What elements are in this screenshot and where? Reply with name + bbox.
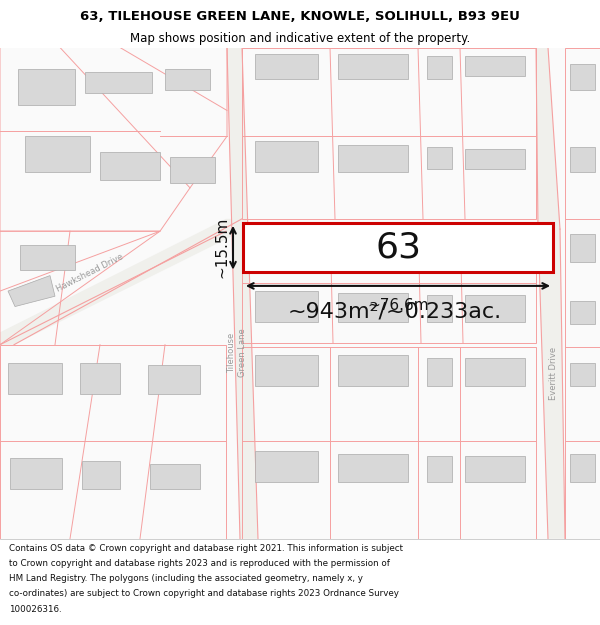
Polygon shape [427,295,452,322]
Polygon shape [570,234,595,262]
Polygon shape [338,231,408,262]
Polygon shape [150,464,200,489]
Text: ~76.6m: ~76.6m [367,298,429,313]
Polygon shape [8,363,62,394]
Polygon shape [148,366,200,394]
Polygon shape [85,72,152,93]
Polygon shape [465,456,525,482]
Polygon shape [8,276,55,306]
Polygon shape [338,454,408,482]
Text: ~15.5m: ~15.5m [214,217,229,278]
Polygon shape [427,147,452,169]
Polygon shape [465,56,525,76]
Text: Hawkshead Drive: Hawkshead Drive [55,252,125,293]
Polygon shape [255,231,318,262]
Polygon shape [427,234,452,262]
Text: Tilehouse
Green Lane: Tilehouse Green Lane [227,329,247,378]
Polygon shape [255,451,318,482]
Text: to Crown copyright and database rights 2023 and is reproduced with the permissio: to Crown copyright and database rights 2… [9,559,390,568]
Polygon shape [80,363,120,394]
Polygon shape [25,136,90,172]
Text: 63: 63 [375,231,421,265]
Polygon shape [255,291,318,322]
Polygon shape [338,293,408,322]
Polygon shape [338,54,408,79]
Polygon shape [227,48,258,539]
Polygon shape [0,219,242,345]
Polygon shape [465,149,525,169]
Polygon shape [570,147,595,173]
Polygon shape [427,56,452,79]
Text: 100026316.: 100026316. [9,604,62,614]
Polygon shape [536,48,565,539]
Polygon shape [10,458,62,489]
Text: Contains OS data © Crown copyright and database right 2021. This information is : Contains OS data © Crown copyright and d… [9,544,403,553]
Polygon shape [338,355,408,386]
Polygon shape [18,69,75,105]
Polygon shape [570,64,595,90]
Polygon shape [20,244,75,271]
Text: HM Land Registry. The polygons (including the associated geometry, namely x, y: HM Land Registry. The polygons (includin… [9,574,363,583]
Text: co-ordinates) are subject to Crown copyright and database rights 2023 Ordnance S: co-ordinates) are subject to Crown copyr… [9,589,399,599]
Text: Map shows position and indicative extent of the property.: Map shows position and indicative extent… [130,32,470,45]
Polygon shape [255,355,318,386]
Text: Everitt Drive: Everitt Drive [548,347,557,400]
Polygon shape [465,295,525,322]
Text: ~943m²/~0.233ac.: ~943m²/~0.233ac. [288,302,502,322]
Text: 63, TILEHOUSE GREEN LANE, KNOWLE, SOLIHULL, B93 9EU: 63, TILEHOUSE GREEN LANE, KNOWLE, SOLIHU… [80,9,520,22]
Polygon shape [570,363,595,386]
Polygon shape [82,461,120,489]
Polygon shape [427,456,452,482]
Polygon shape [338,144,408,172]
Polygon shape [465,358,525,386]
Polygon shape [570,454,595,482]
Polygon shape [570,301,595,324]
Polygon shape [100,152,160,179]
Polygon shape [255,141,318,172]
Polygon shape [255,54,318,79]
Polygon shape [165,69,210,90]
Bar [243,223,553,272]
Polygon shape [465,234,525,262]
Polygon shape [427,358,452,386]
Polygon shape [170,157,215,182]
